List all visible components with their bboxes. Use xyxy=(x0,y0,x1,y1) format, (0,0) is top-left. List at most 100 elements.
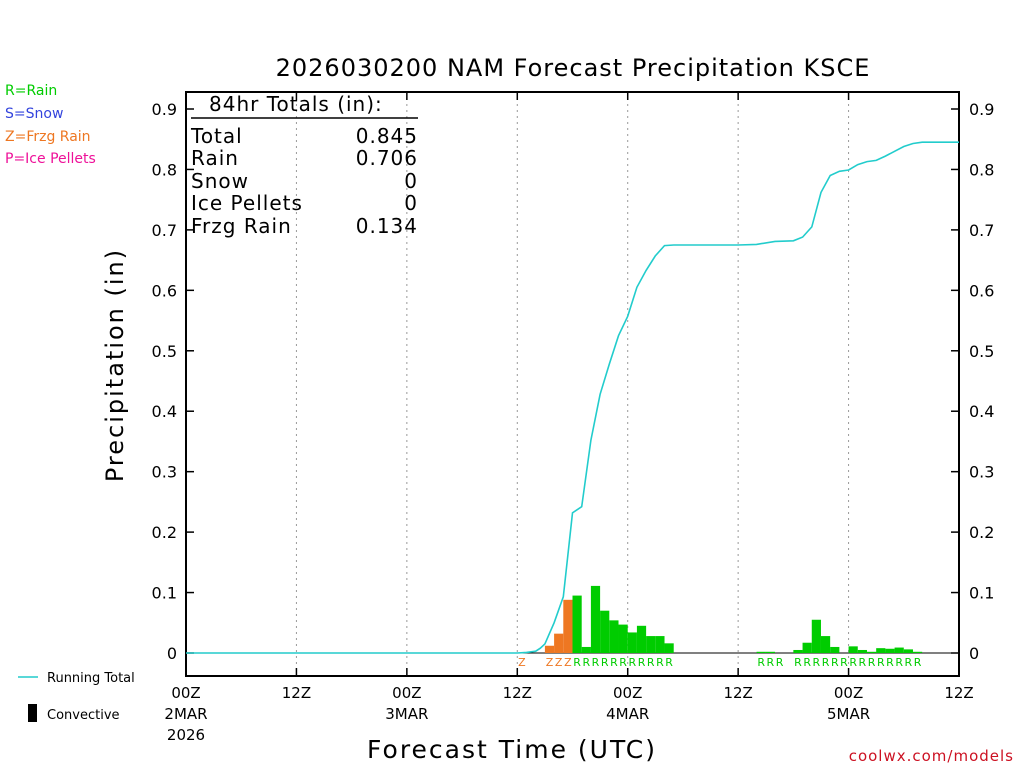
y-tick-label: 0 xyxy=(969,644,979,663)
vertical-gridlines xyxy=(295,92,850,676)
precip-bar xyxy=(572,595,582,653)
running-total-legend-label: Running Total xyxy=(47,671,135,686)
convective-swatch xyxy=(28,704,37,722)
precip-bar xyxy=(894,647,904,653)
y-tick-label: 0.7 xyxy=(969,221,994,240)
plot-frame xyxy=(185,91,960,677)
ptype-label: R xyxy=(813,656,821,669)
legend-ice-pellets: P=Ice Pellets xyxy=(5,151,96,167)
y-tick-label: 0.9 xyxy=(969,100,994,119)
x-tick-label: 12Z xyxy=(723,684,752,702)
totals-box: 84hr Totals (in): Total 0.845 Rain 0.706… xyxy=(190,92,418,238)
ptype-label: R xyxy=(877,656,885,669)
totals-header: 84hr Totals (in): xyxy=(209,92,383,116)
precip-bar xyxy=(664,643,674,653)
totals-value-ice-pellets: 0 xyxy=(404,191,418,215)
y-axis-left: 0 0.1 0.2 0.3 0.4 0.5 0.6 0.7 0.8 0.9 xyxy=(152,100,194,663)
running-total-line xyxy=(186,141,959,654)
precip-bar xyxy=(802,642,812,653)
precip-bar xyxy=(554,633,564,653)
ptype-label: R xyxy=(610,656,618,669)
y-tick-label: 0 xyxy=(167,644,177,663)
x-tick-label: 12Z xyxy=(944,684,973,702)
precip-bar xyxy=(563,599,573,653)
precip-bar xyxy=(811,619,821,653)
ptype-label: R xyxy=(582,656,590,669)
totals-value-total: 0.845 xyxy=(356,124,418,148)
y-tick-label: 0.4 xyxy=(152,402,177,421)
ptype-label: R xyxy=(665,656,673,669)
legend-rain: R=Rain xyxy=(5,83,57,99)
precip-bar xyxy=(636,625,647,653)
x-tick-label: 2MAR xyxy=(164,705,207,723)
precip-bar xyxy=(830,646,840,653)
ptype-label: R xyxy=(895,656,903,669)
precip-bar xyxy=(609,620,619,653)
ptype-label: R xyxy=(803,656,811,669)
y-axis-label: Precipitation (in) xyxy=(101,248,129,482)
y-tick-label: 0.1 xyxy=(969,584,994,603)
totals-label-frzg-rain: Frzg Rain xyxy=(191,214,292,238)
y-tick-label: 0.3 xyxy=(969,463,994,482)
precip-bar xyxy=(627,632,637,653)
totals-label-rain: Rain xyxy=(191,146,239,170)
ptype-label: R xyxy=(886,656,894,669)
ptype-label: R xyxy=(859,656,867,669)
y-tick-label: 0.5 xyxy=(969,342,994,361)
ptype-label: R xyxy=(592,656,600,669)
y-tick-label: 0.8 xyxy=(969,160,994,179)
x-tick-label: 00Z xyxy=(171,684,200,702)
ptype-label: R xyxy=(776,656,784,669)
ptype-label: R xyxy=(840,656,848,669)
precip-bar xyxy=(655,636,665,653)
y-tick-label: 0.6 xyxy=(152,281,177,300)
totals-value-rain: 0.706 xyxy=(356,146,418,170)
convective-legend-label: Convective xyxy=(47,708,120,723)
y-tick-label: 0.7 xyxy=(152,221,177,240)
ptype-label: R xyxy=(849,656,857,669)
ptype-label: R xyxy=(573,656,581,669)
y-tick-label: 0.5 xyxy=(152,342,177,361)
precip-bar xyxy=(646,636,656,653)
y-tick-label: 0.2 xyxy=(152,523,177,542)
ptype-label: R xyxy=(767,656,775,669)
x-tick-label: 3MAR xyxy=(385,705,428,723)
chart-title: 2026030200 NAM Forecast Precipitation KS… xyxy=(276,54,871,82)
ptype-label: Z xyxy=(546,656,554,669)
ptype-label: R xyxy=(601,656,609,669)
y-tick-label: 0.3 xyxy=(152,463,177,482)
ptype-label: R xyxy=(914,656,922,669)
x-tick-label: 2026 xyxy=(167,726,205,744)
y-axis-right: 0 0.1 0.2 0.3 0.4 0.5 0.6 0.7 0.8 0.9 xyxy=(951,100,994,663)
ptype-label: R xyxy=(868,656,876,669)
precip-bar xyxy=(912,651,923,653)
precip-bars xyxy=(544,585,923,653)
ptype-label: R xyxy=(647,656,655,669)
ptype-label: R xyxy=(757,656,765,669)
ptype-label: R xyxy=(831,656,839,669)
y-tick-label: 0.8 xyxy=(152,160,177,179)
y-tick-label: 0.2 xyxy=(969,523,994,542)
y-tick-label: 0.6 xyxy=(969,281,994,300)
ptype-label: R xyxy=(905,656,913,669)
ptype-label: R xyxy=(794,656,802,669)
ptype-label: R xyxy=(628,656,636,669)
ptype-label: Z xyxy=(564,656,572,669)
x-tick-label: 12Z xyxy=(503,684,532,702)
x-axis-label: Forecast Time (UTC) xyxy=(367,735,657,764)
y-tick-label: 0.1 xyxy=(152,584,177,603)
legend-snow: S=Snow xyxy=(5,106,63,122)
x-tick-label: 12Z xyxy=(282,684,311,702)
x-tick-label: 4MAR xyxy=(606,705,649,723)
ptype-label: R xyxy=(656,656,664,669)
precip-bar xyxy=(590,585,601,653)
precip-bar xyxy=(544,645,555,653)
x-tick-label: 00Z xyxy=(613,684,642,702)
precip-bar xyxy=(793,649,803,653)
ptype-label: Z xyxy=(555,656,563,669)
precip-bar xyxy=(756,651,766,653)
legend-frzg-rain: Z=Frzg Rain xyxy=(5,129,91,145)
ptype-label: R xyxy=(638,656,646,669)
